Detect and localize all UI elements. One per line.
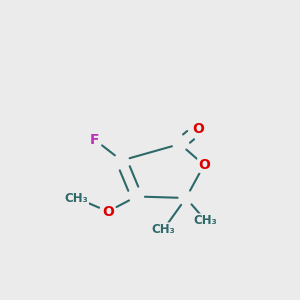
Text: F: F [90,133,99,146]
Text: O: O [102,205,114,218]
Text: CH₃: CH₃ [152,223,176,236]
Text: CH₃: CH₃ [194,214,218,227]
Text: O: O [192,122,204,136]
Text: O: O [198,158,210,172]
Text: CH₃: CH₃ [64,191,88,205]
